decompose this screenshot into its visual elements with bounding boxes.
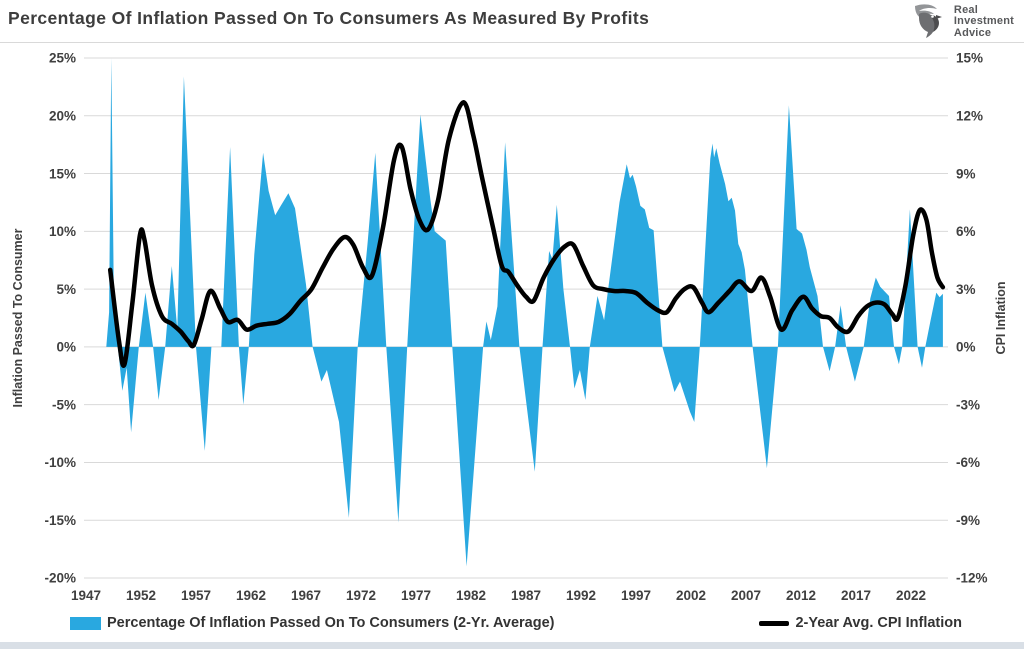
ria-logo: Real Investment Advice [909,2,1014,42]
legend-label-line: 2-Year Avg. CPI Inflation [795,615,962,631]
x-tick-label: 2007 [731,588,761,603]
x-tick-label: 2017 [841,588,871,603]
right-axis-title: CPI Inflation [994,282,1008,355]
left-tick-label: 5% [56,282,76,297]
x-tick-label: 1967 [291,588,321,603]
left-tick-label: 25% [49,51,76,66]
left-axis-tick-labels: 25% 20% 15% 10% 5% 0% -5% -10% -15% -20% [44,51,76,586]
footer-strip [0,642,1024,649]
right-tick-label: -12% [956,571,988,586]
ria-eagle-icon [914,4,942,38]
left-tick-label: 20% [49,109,76,124]
left-tick-label: 10% [49,224,76,239]
line-series-swatch [759,620,790,626]
page-title: Percentage Of Inflation Passed On To Con… [8,8,650,28]
right-axis-tick-labels: 15% 12% 9% 6% 3% 0% -3% -6% -9% -12% [956,51,988,586]
legend-item-line: 2-Year Avg. CPI Inflation [759,615,962,631]
left-tick-label: -20% [44,571,76,586]
line-series-cpi-inflation [107,100,946,368]
x-tick-label: 1972 [346,588,376,603]
x-tick-label: 1962 [236,588,266,603]
left-tick-label: -15% [44,513,76,528]
area-series-inflation-passed-on [106,58,943,567]
right-tick-label: 6% [956,224,976,239]
right-tick-label: -9% [956,513,980,528]
x-tick-label: 2002 [676,588,706,603]
legend: Percentage Of Inflation Passed On To Con… [70,610,962,636]
right-tick-label: 3% [956,282,976,297]
right-tick-label: 12% [956,109,983,124]
right-tick-label: 0% [956,340,976,355]
left-tick-label: -10% [44,455,76,470]
ria-logo-line2: Investment [953,15,1014,28]
x-axis-tick-labels: 1947 1952 1957 1962 1967 1972 1977 1982 1987 1992… [71,588,926,603]
x-tick-label: 1987 [511,588,541,603]
right-tick-label: 9% [956,166,976,181]
x-tick-label: 1997 [621,588,651,603]
x-tick-label: 2012 [786,588,816,603]
x-tick-label: 1952 [126,588,156,603]
ria-logo-text: Real Investment Advice [953,3,1014,40]
right-tick-label: -6% [956,455,980,470]
right-tick-label: -3% [956,397,980,412]
x-tick-label: 1982 [456,588,486,603]
x-tick-label: 2022 [896,588,926,603]
left-tick-label: 0% [56,340,76,355]
x-tick-label: 1957 [181,588,211,603]
legend-label-area: Percentage Of Inflation Passed On To Con… [107,615,555,631]
left-axis-title: Inflation Passed To Consumer [11,228,25,407]
left-tick-label: -5% [52,397,76,412]
header: Percentage Of Inflation Passed On To Con… [0,0,1024,43]
x-tick-label: 1977 [401,588,431,603]
legend-item-area: Percentage Of Inflation Passed On To Con… [70,615,554,631]
area-series-swatch [70,616,101,630]
ria-logo-line3: Advice [953,26,992,39]
x-tick-label: 1992 [566,588,596,603]
x-tick-label: 1947 [71,588,101,603]
ria-logo-line1: Real [953,3,978,16]
right-tick-label: 15% [956,51,983,66]
left-tick-label: 15% [49,166,76,181]
